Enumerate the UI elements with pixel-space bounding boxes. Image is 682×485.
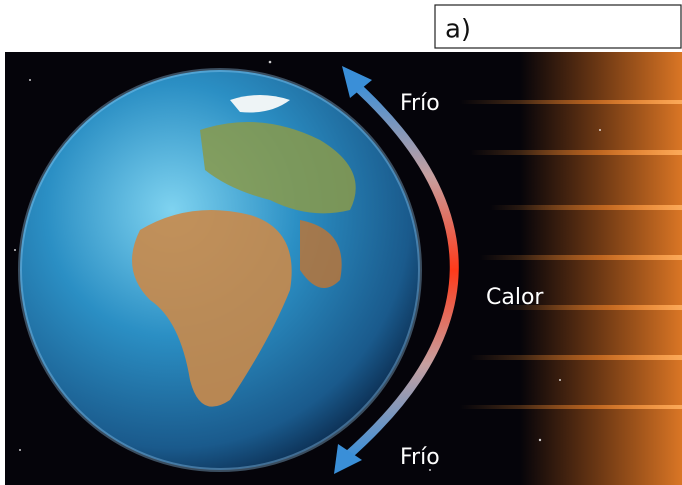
light-rays — [460, 100, 682, 409]
sun-glow — [520, 52, 682, 485]
cold-label-top: Frío — [400, 91, 440, 116]
label-box — [434, 4, 682, 49]
earth — [18, 68, 422, 472]
panel-label: a) — [445, 15, 471, 45]
heat-label: Calor — [486, 285, 544, 310]
cold-label-bottom: Frío — [400, 445, 440, 470]
temperature-arrow — [334, 66, 459, 474]
